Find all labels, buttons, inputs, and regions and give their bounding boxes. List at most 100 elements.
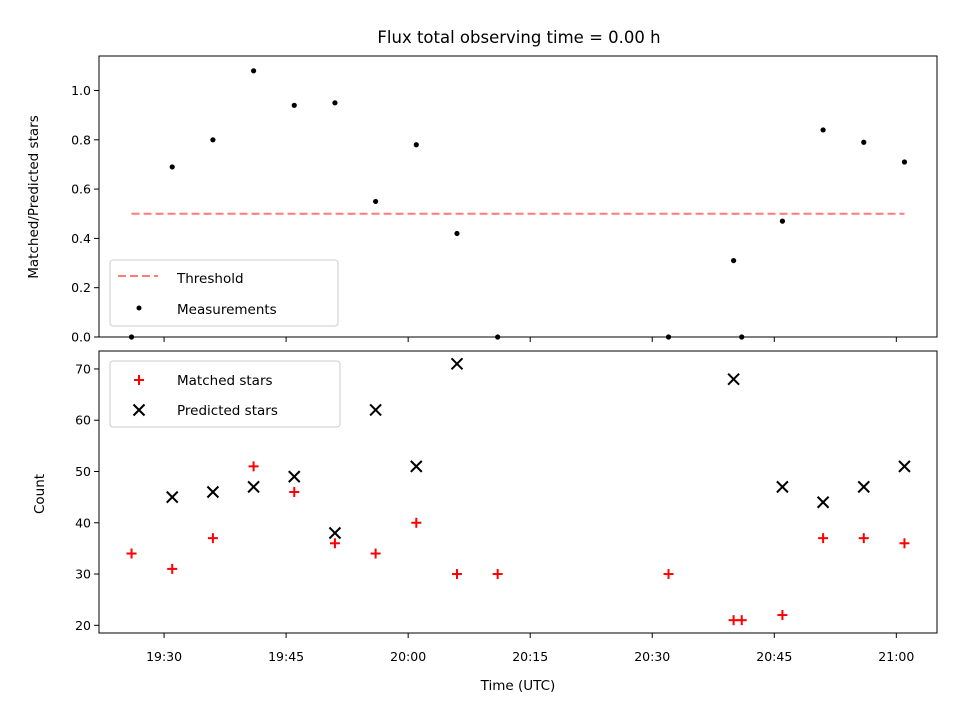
top-y-tick-label: 1.0 <box>71 83 91 98</box>
predicted-star-point-b <box>247 480 260 494</box>
x-axis-label: Time (UTC) <box>480 678 556 694</box>
predicted-star-point-b <box>857 480 870 494</box>
top-y-tick-label: 0.4 <box>71 231 91 246</box>
matched-star-point <box>329 538 340 549</box>
measurement-point <box>901 159 908 165</box>
measurement-point <box>128 334 135 340</box>
predicted-star-point-b <box>776 480 789 494</box>
bottom-y-tick-label: 60 <box>75 413 91 428</box>
matched-star-point <box>451 569 462 580</box>
measurement-point <box>739 334 745 340</box>
predicted-star-point <box>898 460 911 473</box>
top-axes-frame <box>98 55 938 338</box>
predicted-star-point <box>727 372 740 386</box>
x-tick-label: 21:00 <box>878 649 914 664</box>
measurement-point <box>495 334 501 340</box>
x-tick-label: 19:45 <box>268 649 304 664</box>
bottom-y-tick-label: 40 <box>75 515 91 530</box>
legend-predicted-swatch <box>132 403 146 417</box>
measurement-point <box>454 230 460 237</box>
top-x-ticks <box>163 337 897 342</box>
legend-threshold-label: Threshold <box>176 271 244 287</box>
bottom-y-tick-label: 50 <box>75 464 91 479</box>
top-y-ticks: 0.0 0.2 0.4 0.6 0.8 1.0 <box>71 83 99 345</box>
top-y-tick-label: 0.0 <box>71 330 91 345</box>
top-y-axis-label: Matched/Predicted stars <box>26 115 42 278</box>
predicted-star-point-b <box>166 490 179 504</box>
legend-measurements-swatch <box>136 305 142 311</box>
predicted-star-point <box>410 460 423 473</box>
matched-star-point <box>411 517 422 528</box>
legend-matched-label: Matched stars <box>177 373 273 389</box>
x-tick-label: 20:30 <box>634 649 670 664</box>
measurement-point <box>731 257 737 264</box>
predicted-star-point-b <box>206 485 220 499</box>
legend-predicted-label: Predicted stars <box>177 403 278 419</box>
measurement-points <box>128 68 908 340</box>
measurement-point <box>210 137 216 143</box>
matched-star-point <box>818 533 829 544</box>
measurement-point <box>861 139 867 145</box>
measurement-point <box>250 68 257 74</box>
legend-matched-swatch <box>134 375 144 385</box>
matched-star-point <box>167 563 178 574</box>
matched-star-point <box>207 533 218 544</box>
predicted-star-point <box>288 470 301 483</box>
legend-matched-marker <box>134 375 144 385</box>
bottom-legend-box <box>109 360 341 428</box>
bottom-axes-frame <box>98 350 938 634</box>
predicted-star-point <box>857 480 870 494</box>
matched-star-point <box>248 461 259 472</box>
measurement-point <box>169 164 175 170</box>
predicted-star-point-b <box>410 460 423 473</box>
measurement-point <box>291 102 297 108</box>
x-tick-label: 19:30 <box>146 649 182 664</box>
top-legend: Threshold Measurements <box>109 259 339 327</box>
legend-predicted-marker <box>132 403 146 417</box>
predicted-star-point <box>206 485 220 499</box>
top-y-tick-label: 0.6 <box>71 182 91 197</box>
bottom-legend: Matched stars Predicted stars <box>109 360 341 428</box>
matched-star-point <box>777 610 788 621</box>
bottom-y-ticks: 20 30 40 50 60 70 <box>75 361 99 633</box>
predicted-star-point-b <box>816 496 830 509</box>
measurement-point <box>779 218 786 224</box>
bottom-y-tick-label: 30 <box>75 567 91 582</box>
predicted-star-point-b <box>369 403 382 417</box>
matched-star-point <box>126 548 137 559</box>
matched-star-point <box>858 533 869 544</box>
x-tick-label: 20:45 <box>756 649 792 664</box>
predicted-star-point-b <box>898 460 911 473</box>
legend-measurements-label: Measurements <box>177 302 277 318</box>
matched-star-point <box>899 538 910 549</box>
predicted-star-point <box>816 496 830 509</box>
measurement-point <box>373 198 379 205</box>
measurement-point <box>820 127 826 133</box>
predicted-star-point <box>776 480 789 494</box>
predicted-star-point <box>328 526 342 540</box>
bottom-y-tick-label: 20 <box>75 618 91 633</box>
measurement-point <box>665 334 672 340</box>
predicted-star-point-b <box>727 372 740 386</box>
predicted-star-point-b <box>328 526 342 540</box>
predicted-star-point <box>450 357 464 371</box>
bottom-y-axis-label: Count <box>32 474 48 514</box>
x-tick-label: 20:00 <box>390 649 426 664</box>
matched-stars-points <box>126 461 910 626</box>
matched-star-point <box>370 548 381 559</box>
bottom-y-tick-label: 70 <box>75 361 91 376</box>
legend-predicted-marker-b <box>132 403 146 417</box>
top-y-tick-label: 0.2 <box>71 280 91 295</box>
predicted-stars-points <box>166 357 911 540</box>
predicted-star-point <box>369 403 382 417</box>
matched-star-point <box>289 487 300 497</box>
x-tick-label: 20:15 <box>512 649 548 664</box>
matched-star-point <box>736 615 747 626</box>
predicted-star-point <box>247 480 260 494</box>
measurement-point <box>332 100 338 106</box>
bottom-x-ticks: 19:30 19:45 20:00 20:15 20:30 20:45 21:00 <box>146 633 914 664</box>
chart-title: Flux total observing time = 0.00 h <box>377 28 660 47</box>
predicted-star-point-b <box>288 470 301 483</box>
top-y-tick-label: 0.8 <box>71 132 91 147</box>
